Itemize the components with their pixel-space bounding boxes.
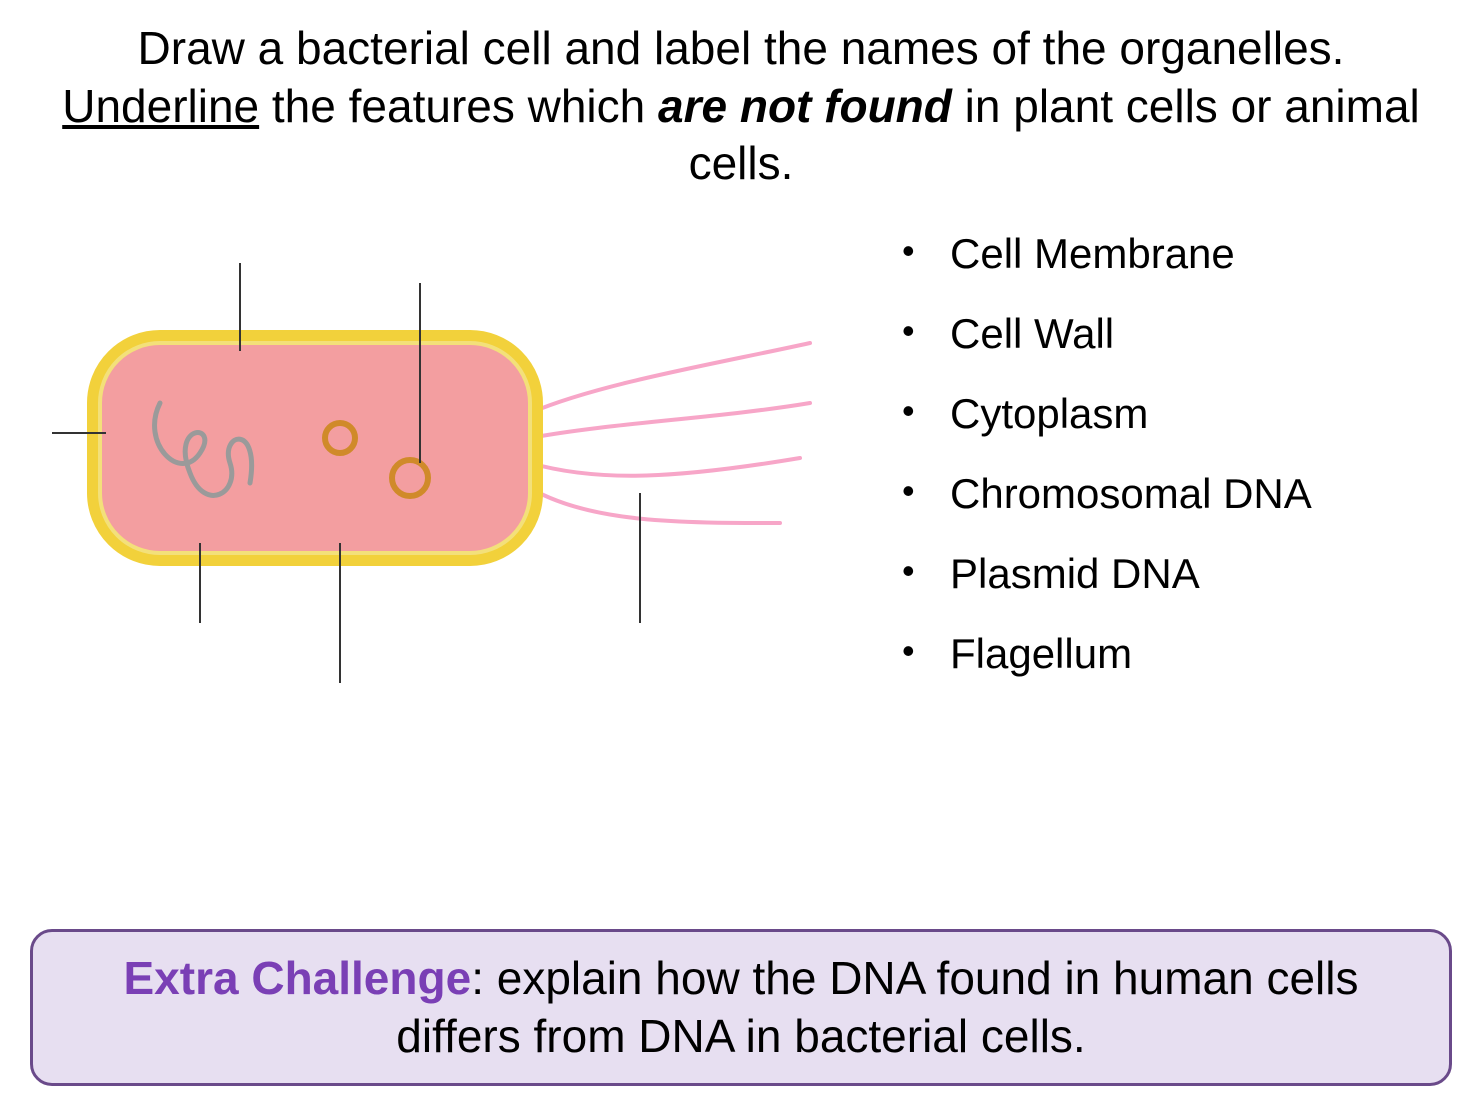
flagellum-icon	[530, 488, 780, 523]
title-underlined-word: Underline	[62, 80, 259, 132]
cell-membrane-cytoplasm	[100, 343, 530, 553]
list-item: Chromosomal DNA	[890, 473, 1442, 515]
title-pre: Draw a bacterial cell and label the name…	[138, 22, 1345, 74]
list-item: Cell Membrane	[890, 233, 1442, 275]
instruction-title: Draw a bacterial cell and label the name…	[0, 0, 1482, 203]
list-item: Cell Wall	[890, 313, 1442, 355]
flagellum-icon	[530, 343, 810, 413]
organelle-list: Cell Membrane Cell Wall Cytoplasm Chromosom…	[860, 223, 1442, 713]
bacterial-cell-diagram	[40, 223, 860, 743]
content-row: Cell Membrane Cell Wall Cytoplasm Chromosom…	[0, 203, 1482, 743]
list-item: Flagellum	[890, 633, 1442, 675]
flagella-group	[530, 343, 810, 523]
extra-challenge-box: Extra Challenge: explain how the DNA fou…	[30, 929, 1452, 1086]
diagram-svg	[40, 223, 860, 743]
title-bold-italic: are not found	[658, 80, 952, 132]
title-mid: the features which	[259, 80, 658, 132]
challenge-label: Extra Challenge	[124, 952, 472, 1004]
flagellum-icon	[530, 458, 800, 476]
challenge-text: : explain how the DNA found in human cel…	[396, 952, 1358, 1062]
list-item: Plasmid DNA	[890, 553, 1442, 595]
flagellum-icon	[530, 403, 810, 438]
list-item: Cytoplasm	[890, 393, 1442, 435]
